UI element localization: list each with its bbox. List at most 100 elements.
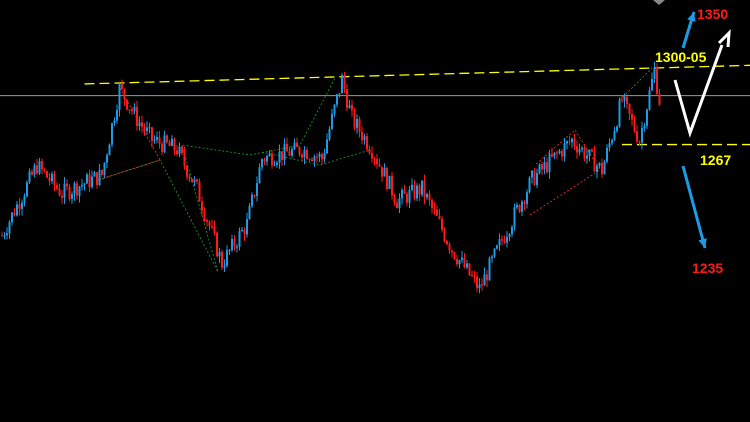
candle-body (276, 162, 278, 165)
candle-body (553, 152, 556, 157)
candle-body (423, 180, 426, 198)
candle-body (418, 185, 421, 195)
candle-body (78, 186, 81, 196)
candle-body (376, 159, 378, 165)
candle-body (28, 171, 31, 183)
candle-body (308, 159, 311, 161)
candle-body (546, 162, 548, 173)
candle-body (608, 143, 611, 148)
candle-body (113, 120, 116, 124)
candle-body (338, 93, 341, 95)
candle-body (648, 90, 651, 110)
candle-body (103, 162, 106, 175)
candle-body (356, 118, 358, 128)
candle-body (218, 251, 221, 257)
candle-body (601, 162, 603, 175)
candle-body (653, 67, 656, 79)
candle-body (478, 284, 481, 289)
candle-body (443, 229, 446, 241)
candle-body (258, 167, 261, 184)
candle-body (188, 176, 191, 179)
candle-body (448, 244, 451, 251)
candle-body (108, 144, 111, 156)
candle-body (138, 122, 141, 126)
candle-body (433, 207, 436, 210)
candle-body (613, 131, 616, 141)
candle-body (211, 226, 213, 228)
candle-body (548, 154, 551, 173)
candle-body (391, 175, 393, 196)
candle-body (36, 165, 38, 174)
candle-body (171, 138, 173, 146)
candle-body (236, 246, 238, 248)
candle-body (66, 183, 68, 187)
candle-body (556, 152, 558, 154)
candle-body (63, 183, 66, 198)
zigzag-line (97, 77, 336, 273)
candle-body (336, 94, 338, 105)
candle-body (96, 172, 98, 185)
candle-body (56, 185, 58, 189)
candle-body (101, 169, 103, 175)
candle-body (33, 165, 36, 175)
candle-body (543, 162, 546, 170)
candle-body (463, 257, 466, 268)
candle-body (161, 143, 163, 152)
candle-body (313, 156, 316, 162)
candle-body (216, 232, 218, 257)
candle-body (436, 209, 438, 216)
candle-body (156, 137, 158, 140)
candle-body (198, 181, 201, 202)
candle-body (561, 150, 563, 157)
candle-body (511, 227, 513, 235)
candle-body (656, 67, 658, 94)
candle-body (81, 185, 83, 187)
candle-body (516, 204, 518, 208)
candle-body (576, 146, 578, 153)
resistance-label: 1300-05 (655, 49, 707, 65)
candle-body (43, 169, 46, 172)
candle-body (128, 109, 131, 111)
candle-body (98, 169, 101, 185)
candle-body (658, 93, 661, 105)
zigzag-line (97, 87, 161, 181)
candle-body (421, 180, 423, 195)
candle-body (453, 252, 456, 260)
candle-body (523, 201, 526, 204)
candle-body (321, 154, 323, 160)
candle-body (503, 240, 506, 243)
candle-body (83, 183, 86, 186)
candle-body (226, 250, 228, 266)
candle-body (631, 113, 633, 120)
candle-body (11, 212, 13, 223)
candle-body (646, 109, 648, 126)
candle-body (466, 263, 468, 268)
candle-body (173, 138, 176, 151)
candle-body (501, 239, 503, 241)
candle-body (551, 154, 553, 157)
candle-body (538, 164, 541, 174)
candle-body (248, 206, 251, 220)
candle-body (363, 136, 366, 141)
candle-body (468, 263, 471, 276)
candle-body (283, 144, 286, 161)
candle-body (411, 184, 413, 190)
candle-body (578, 149, 581, 153)
candle-body (498, 239, 501, 246)
candle-body (583, 147, 586, 159)
candle-body (73, 183, 76, 195)
candle-body (93, 172, 96, 177)
candle-body (618, 100, 621, 127)
candle-body (323, 153, 326, 160)
candle-body (51, 173, 53, 182)
candle-body (328, 128, 331, 140)
candle-body (293, 142, 296, 150)
candle-body (31, 171, 33, 175)
candle-body (111, 123, 113, 145)
candle-body (413, 184, 416, 199)
candle-body (416, 185, 418, 199)
candle-body (206, 220, 208, 222)
candle-body (316, 156, 318, 158)
candle-body (148, 127, 151, 129)
